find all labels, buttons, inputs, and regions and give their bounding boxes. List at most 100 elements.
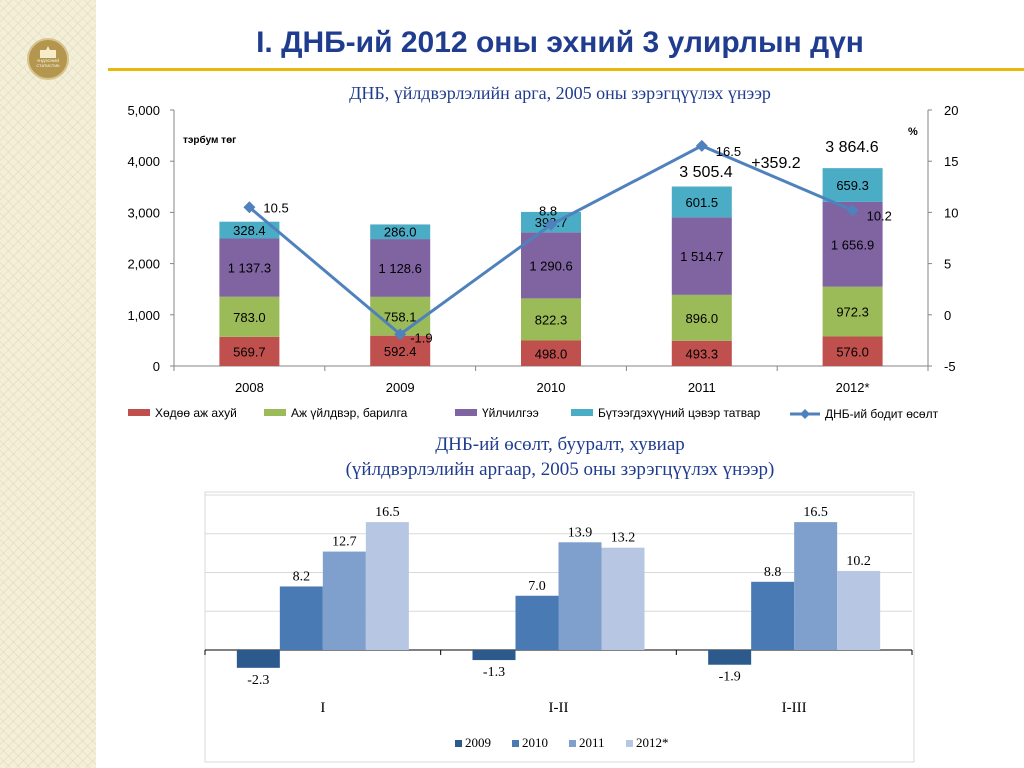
total-2011-annotation: 3 505.4	[679, 164, 732, 181]
y-tick-label: 0	[153, 359, 160, 374]
x-category-label: I-II	[549, 700, 569, 716]
bar-segment	[219, 221, 280, 239]
bar-value-label: 493.3	[686, 346, 719, 361]
x-category-label: 2008	[235, 380, 264, 395]
bar-value-label: 601.5	[686, 195, 719, 210]
growth-value-label: 10.5	[263, 200, 288, 215]
bar-segment	[370, 224, 431, 240]
bar-value-label: 1 128.6	[379, 261, 422, 276]
legend-label: 2010	[522, 735, 548, 750]
bar-value-label: 758.1	[384, 309, 417, 324]
growth-value-label: 16.5	[716, 144, 741, 159]
growth-value-label: -1.9	[410, 330, 432, 345]
legend-swatch	[569, 740, 576, 747]
legend-marker	[800, 409, 810, 419]
bar-value-label: 12.7	[332, 535, 357, 550]
legend-swatch	[128, 409, 150, 416]
bar-value-label: 498.0	[535, 346, 568, 361]
y-tick-label: 1,000	[127, 308, 160, 323]
bar-value-label: 16.5	[803, 505, 828, 520]
bar-value-label: -2.3	[247, 673, 269, 688]
bar-segment	[370, 335, 431, 366]
bar-segment	[822, 336, 883, 366]
bar-value-label: -1.3	[483, 665, 505, 680]
y2-tick-label: 5	[944, 257, 951, 272]
bar	[751, 581, 795, 650]
bar-segment	[671, 340, 732, 366]
y2-tick-label: 20	[944, 103, 958, 118]
bar-value-label: 896.0	[686, 311, 719, 326]
legend-label: Хөдөө аж ахуй	[155, 406, 237, 420]
bar-value-label: 286.0	[384, 225, 417, 240]
chart2-title-line2: (үйлдвэрлэлийн аргаар, 2005 оны зэрэгцүү…	[345, 459, 775, 480]
bar-value-label: 328.4	[233, 223, 266, 238]
x-category-label: I	[320, 700, 325, 716]
chart2-title: ДНБ-ий өсөлт, бууралт, хувиар (үйлдвэрлэ…	[120, 432, 1000, 482]
legend-label: 2009	[465, 735, 491, 750]
y-tick-label: 5,000	[127, 103, 160, 118]
bar-segment	[822, 286, 883, 337]
bar-segment	[219, 238, 280, 297]
y2-tick-label: -5	[944, 359, 956, 374]
growth-marker	[846, 204, 859, 217]
bar-segment	[671, 186, 732, 218]
y-tick-label: 4,000	[127, 154, 160, 169]
y2-tick-label: 10	[944, 205, 958, 220]
bar	[708, 650, 752, 665]
bar-segment	[219, 336, 280, 366]
title-underline	[108, 68, 1024, 71]
bar	[322, 551, 366, 650]
bar-segment	[219, 296, 280, 337]
slide-title: I. ДНБ-ий 2012 оны эхний 3 улирлын дүн	[256, 26, 864, 59]
bar	[472, 650, 516, 661]
legend-swatch	[571, 409, 593, 416]
decorative-side-panel: ҮНДЭСНИЙ СТАТИСТИК	[0, 0, 96, 768]
growth-marker	[695, 139, 708, 152]
chart2-title-line1: ДНБ-ий өсөлт, бууралт, хувиар	[435, 434, 685, 455]
growth-value-label: 8.8	[539, 204, 557, 219]
bar-value-label: 13.9	[568, 525, 593, 540]
legend-label: ДНБ-ий бодит өсөлт	[825, 407, 939, 421]
legend-swatch	[512, 740, 519, 747]
bar-value-label: 8.8	[764, 565, 782, 580]
bar-segment	[521, 340, 581, 366]
right-unit-label: %	[908, 126, 918, 138]
bar	[794, 522, 838, 650]
bar	[515, 595, 559, 650]
bar-segment	[521, 298, 581, 341]
legend-label: 2011	[579, 735, 605, 750]
bar	[837, 570, 881, 650]
bar-segment	[822, 168, 883, 202]
gdp-stacked-bar-chart: 0 1,000 2,000 3,000 4,000 5,000 -5 0 5 10 15 20 тэрб…	[127, 103, 958, 421]
x-category-label: 2010	[537, 380, 566, 395]
bar-value-label: 659.3	[836, 178, 869, 193]
legend-swatch	[455, 409, 477, 416]
logo-text: ҮНДЭСНИЙ СТАТИСТИК	[36, 58, 60, 68]
bar-value-label: 1 656.9	[831, 237, 874, 252]
bar	[279, 586, 323, 650]
bar-segment	[671, 217, 732, 295]
difference-annotation: +359.2	[751, 155, 800, 172]
y-tick-label: 2,000	[127, 257, 160, 272]
bar-value-label: 16.5	[375, 505, 400, 520]
bar-value-label: 783.0	[233, 310, 266, 325]
bar-value-label: 10.2	[846, 554, 871, 569]
bar-value-label: 1 514.7	[680, 249, 723, 264]
bar	[365, 522, 409, 650]
bar-segment	[671, 294, 732, 341]
chart2-frame	[204, 491, 915, 763]
bar-value-label: 592.4	[384, 344, 417, 359]
legend-label: Үйлчилгээ	[482, 406, 539, 420]
bar-value-label: 1 137.3	[228, 261, 271, 276]
growth-marker	[394, 328, 407, 341]
legend-swatch	[455, 740, 462, 747]
bar-value-label: 576.0	[836, 344, 869, 359]
legend-swatch	[264, 409, 286, 416]
y2-tick-label: 0	[944, 308, 951, 323]
bar-segment	[521, 232, 581, 299]
bar-value-label: 7.0	[528, 579, 546, 594]
statistics-logo: ҮНДЭСНИЙ СТАТИСТИК	[27, 38, 69, 80]
bar	[601, 547, 645, 650]
y-tick-label: 3,000	[127, 205, 160, 220]
